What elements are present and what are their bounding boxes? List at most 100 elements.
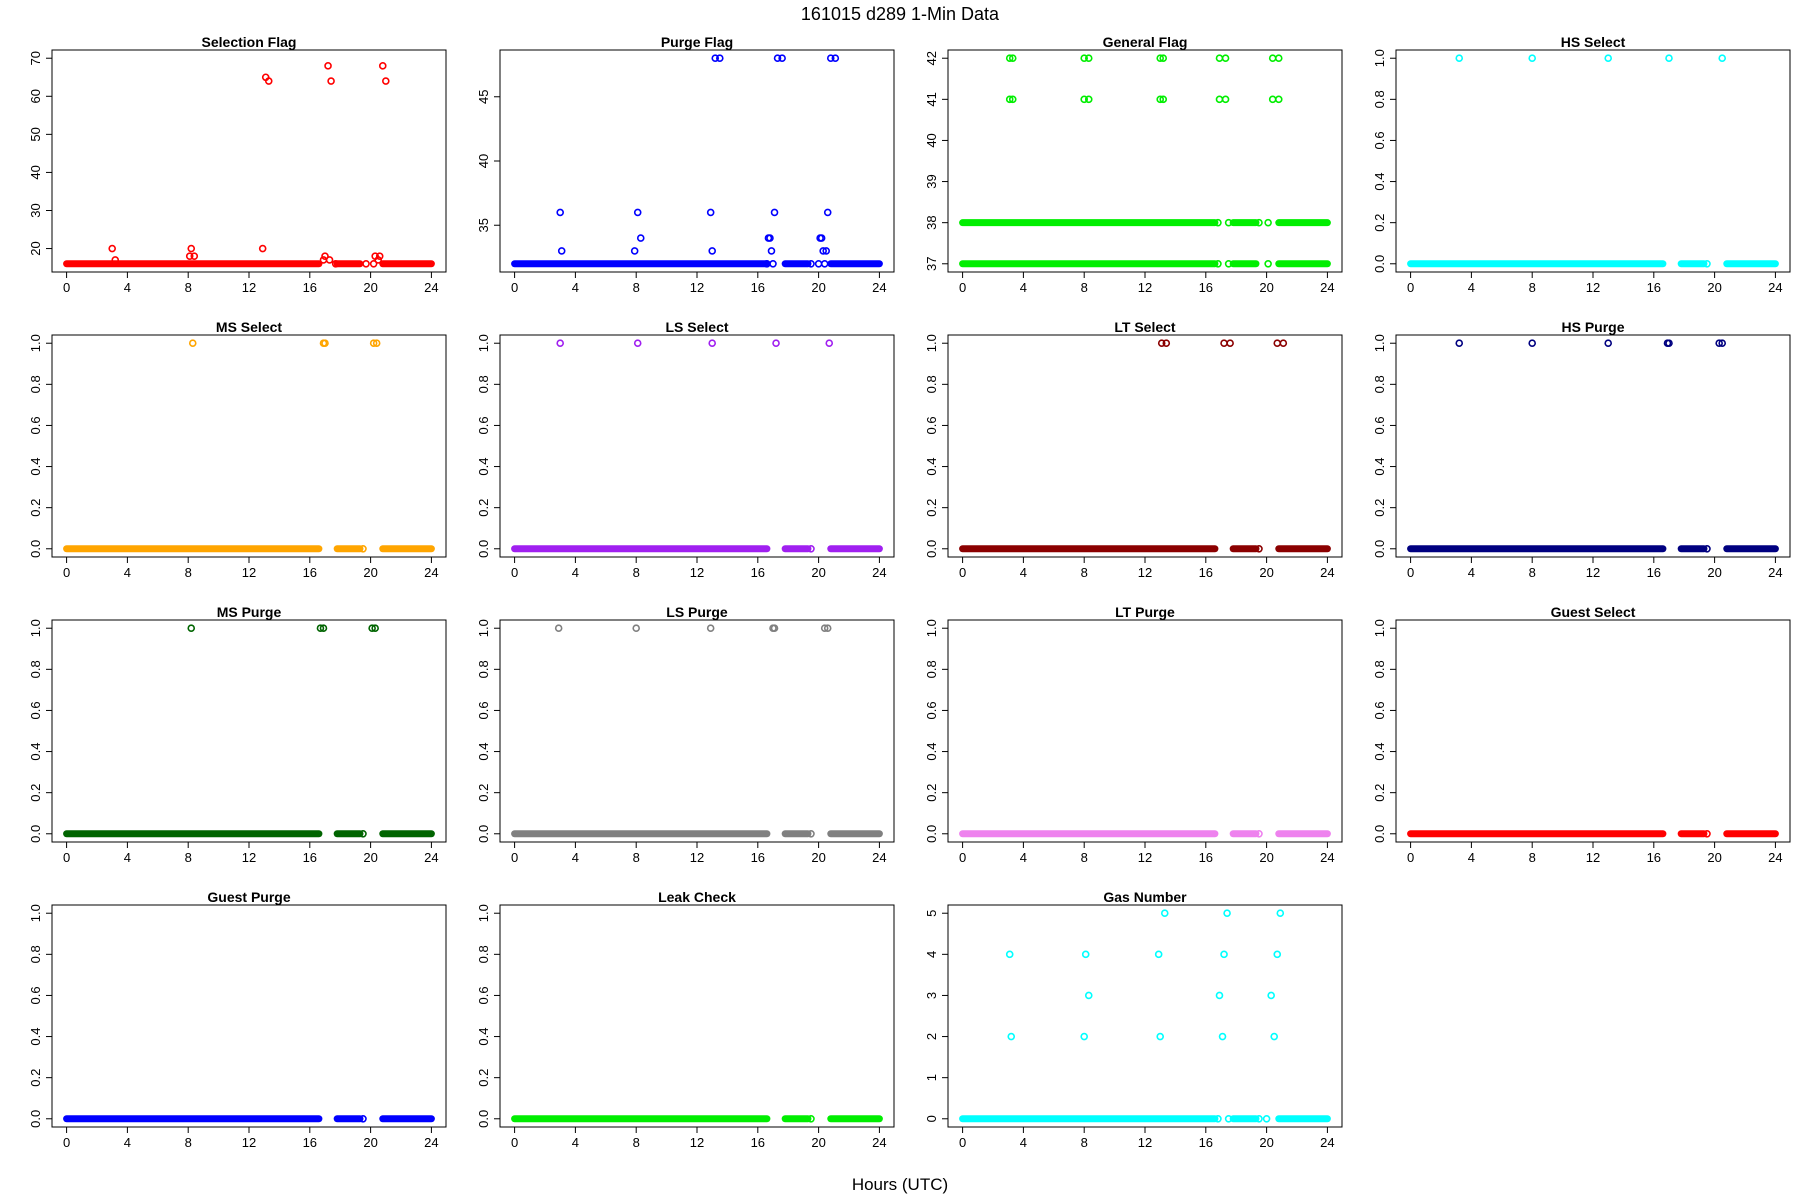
- data-point: [324, 62, 332, 70]
- panel-purge-flag: Purge Flag 0 4 8 12 16 20 24 35 40 45: [476, 34, 895, 295]
- data-point: [369, 259, 378, 268]
- data-point: [1005, 95, 1014, 104]
- x-tick-label: 20: [363, 565, 377, 580]
- data-point: [807, 544, 815, 553]
- panel-ms-purge: MS Purge 0 4 8 12 16 20 24 0.0 0.2 0.4 0.6 0.8 1.0: [28, 604, 447, 865]
- data-point: [1159, 95, 1168, 104]
- data-point: [1255, 1114, 1263, 1123]
- data-point: [706, 208, 715, 217]
- x-tick-label: 8: [185, 565, 192, 580]
- x-tick-label: 4: [1020, 850, 1027, 865]
- panel-title: HS Select: [1561, 34, 1626, 50]
- x-tick-label: 16: [751, 850, 765, 865]
- x-tick-label: 8: [1081, 1135, 1088, 1150]
- panel-title: LS Select: [665, 319, 728, 335]
- data-point: [1224, 1114, 1233, 1123]
- x-tick-label: 12: [690, 850, 704, 865]
- data-point: [1267, 991, 1275, 1000]
- y-tick-label: 1.0: [1372, 49, 1387, 67]
- y-tick-label: 0.0: [28, 1110, 43, 1128]
- y-tick-label: 0.4: [476, 458, 491, 476]
- data-point: [1528, 339, 1536, 348]
- panel-hs-select: HS Select 0 4 8 12 16 20 24 0.0 0.2 0.4 0.6 0.8 1.0: [1372, 34, 1791, 295]
- data-point: [770, 624, 779, 633]
- x-tick-label: 20: [1259, 280, 1273, 295]
- y-tick-label: 0.2: [924, 499, 939, 517]
- data-point: [1008, 95, 1017, 104]
- y-tick-label: 0.4: [1372, 458, 1387, 476]
- x-tick-label: 4: [124, 565, 131, 580]
- y-tick-label: 0.6: [476, 986, 491, 1004]
- data-point: [325, 256, 334, 264]
- data-point: [820, 259, 829, 268]
- y-tick-label: 1.0: [1372, 619, 1387, 637]
- data-point: [826, 54, 835, 63]
- y-tick-label: 1.0: [924, 619, 939, 637]
- data-point: [1215, 95, 1224, 104]
- x-tick-label: 4: [1020, 1135, 1027, 1150]
- y-tick-label: 20: [28, 241, 43, 255]
- data-point: [1080, 54, 1088, 63]
- y-tick-label: 0.2: [28, 784, 43, 802]
- panel-title: MS Purge: [217, 604, 282, 620]
- data-point: [831, 54, 840, 63]
- x-tick-label: 4: [1468, 565, 1475, 580]
- data-point: [772, 339, 780, 348]
- x-tick-label: 12: [690, 280, 704, 295]
- data-point: [108, 244, 116, 253]
- data-point: [1715, 339, 1723, 348]
- data-point: [556, 208, 564, 217]
- x-tick-label: 4: [124, 1135, 131, 1150]
- x-tick-label: 0: [959, 280, 966, 295]
- data-point: [1703, 544, 1711, 553]
- panel-lt-select: LT Select 0 4 8 12 16 20 24 0.0 0.2 0.4 0.6 0.8 1.0: [924, 319, 1343, 580]
- y-tick-label: 4: [924, 951, 939, 958]
- data-point: [371, 624, 379, 633]
- figure-title: 161015 d289 1-Min Data: [801, 4, 1000, 24]
- data-point: [1220, 950, 1228, 959]
- x-tick-label: 0: [1407, 850, 1414, 865]
- y-tick-label: 0.2: [1372, 784, 1387, 802]
- x-tick-label: 20: [1707, 280, 1721, 295]
- data-point: [1159, 54, 1168, 63]
- x-tick-label: 12: [242, 1135, 256, 1150]
- y-tick-label: 0.4: [1372, 173, 1387, 191]
- panel-title: Guest Purge: [207, 889, 290, 905]
- data-point: [1274, 95, 1283, 104]
- x-tick-label: 12: [1586, 565, 1600, 580]
- panel-title: LT Select: [1114, 319, 1176, 335]
- data-point: [362, 259, 370, 268]
- data-point: [374, 256, 383, 264]
- data-point: [1276, 909, 1285, 918]
- y-tick-label: 0.2: [476, 1069, 491, 1087]
- data-point: [1279, 339, 1288, 348]
- y-tick-label: 0.6: [1372, 131, 1387, 149]
- x-tick-label: 16: [1199, 1135, 1213, 1150]
- data-point: [1080, 1032, 1088, 1041]
- panel-ls-select: LS Select 0 4 8 12 16 20 24 0.0 0.2 0.4 0.6 0.8 1.0: [476, 319, 895, 580]
- plot-frame: [1395, 619, 1791, 843]
- y-tick-label: 0.2: [1372, 499, 1387, 517]
- x-tick-label: 0: [959, 1135, 966, 1150]
- y-tick-label: 1.0: [28, 619, 43, 637]
- data-point: [190, 252, 199, 260]
- x-tick-label: 0: [63, 1135, 70, 1150]
- x-tick-label: 4: [124, 280, 131, 295]
- x-axis-label: Hours (UTC): [852, 1175, 948, 1194]
- y-tick-label: 39: [924, 174, 939, 188]
- x-tick-label: 16: [303, 850, 317, 865]
- y-tick-label: 1.0: [1372, 334, 1387, 352]
- x-tick-label: 24: [424, 850, 438, 865]
- data-point: [1081, 950, 1090, 959]
- y-tick-label: 0.2: [28, 499, 43, 517]
- data-point: [825, 339, 834, 348]
- panel-title: Guest Select: [1551, 604, 1636, 620]
- x-tick-label: 24: [1320, 1135, 1334, 1150]
- data-point: [1160, 909, 1169, 918]
- x-tick-label: 24: [1768, 850, 1782, 865]
- x-tick-label: 16: [1199, 850, 1213, 865]
- y-tick-label: 0.0: [924, 825, 939, 843]
- x-tick-label: 16: [1647, 565, 1661, 580]
- data-point: [1223, 909, 1231, 918]
- y-tick-label: 0.0: [476, 540, 491, 558]
